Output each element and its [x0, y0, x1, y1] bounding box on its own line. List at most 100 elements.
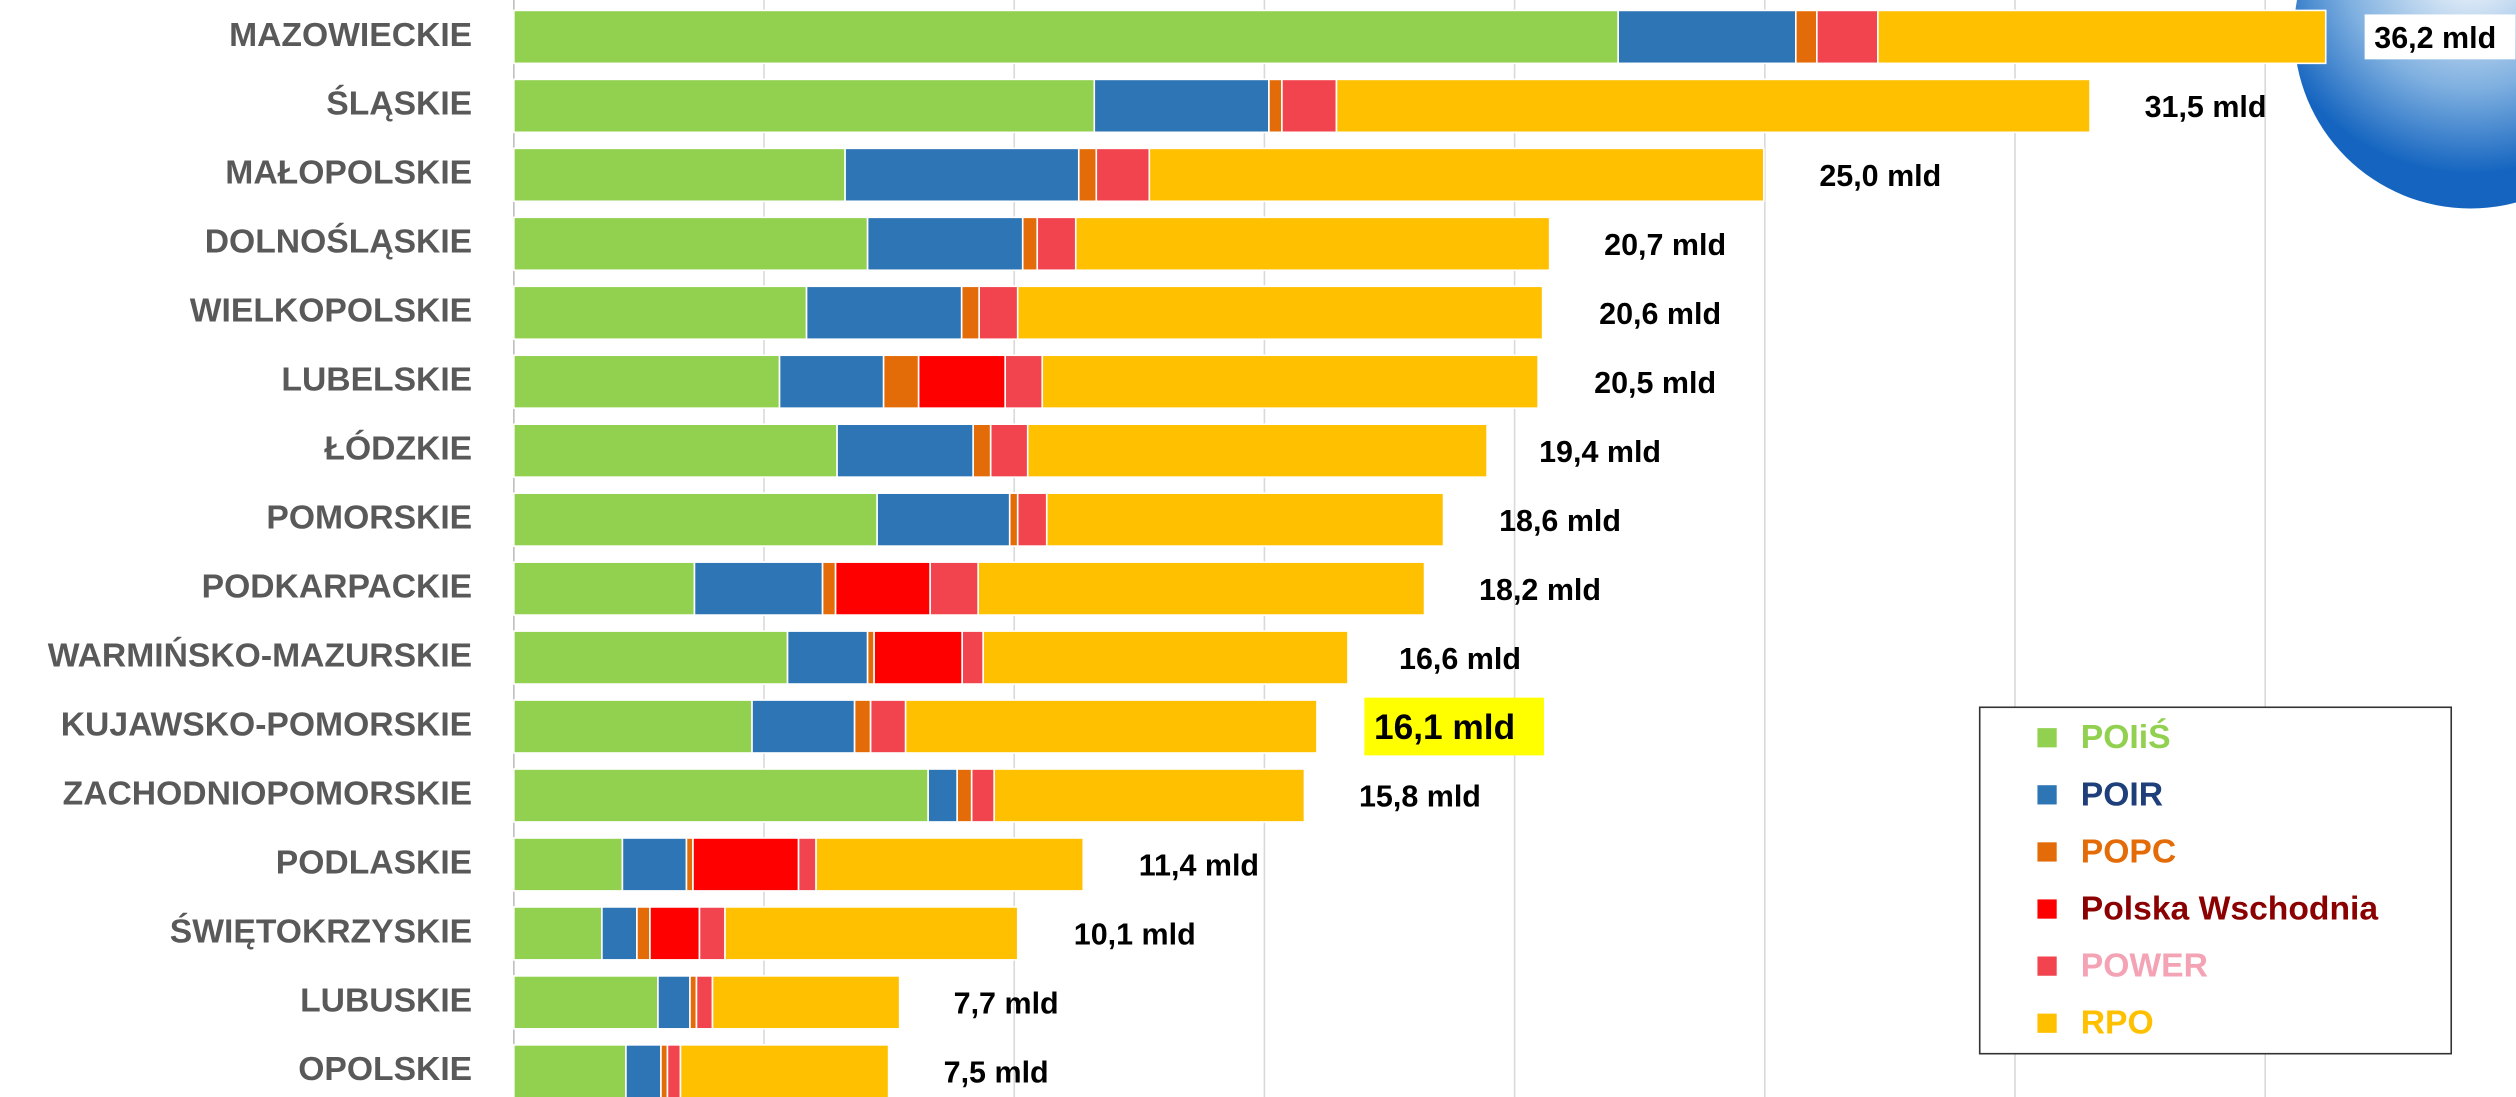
bar-segment: [513, 78, 1096, 134]
legend-label: RPO: [2081, 1005, 2154, 1042]
bar-segment: [1148, 147, 1765, 203]
legend-label: POWER: [2081, 948, 2208, 985]
bar-segment: [1074, 216, 1551, 272]
legend-label: POIR: [2081, 776, 2163, 813]
bar-segment: [1795, 9, 1818, 65]
total-label: 18,2 mld: [1479, 573, 1601, 607]
bar-segment: [513, 630, 789, 685]
bar-segment: [513, 837, 624, 892]
bar-segment: [1617, 9, 1797, 65]
legend-label: Polska Wschodnia: [2081, 891, 2379, 928]
category-label: MAŁOPOLSKIE: [225, 155, 472, 192]
total-label: 19,4 mld: [1539, 435, 1661, 469]
bar-segment: [917, 354, 1007, 409]
bar-segment: [834, 561, 931, 616]
bar-segment: [873, 630, 963, 685]
bar-segment: [989, 423, 1029, 478]
bar-segment: [1004, 354, 1044, 409]
category-label: ŚWIĘTOKRZYSKIE: [170, 912, 472, 950]
bar-segment: [621, 837, 688, 892]
legend-box: [1978, 706, 2453, 1055]
bar-segment: [636, 906, 651, 961]
legend-swatch: [2037, 785, 2057, 805]
total-label: 20,5 mld: [1594, 366, 1716, 400]
bar-segment: [821, 561, 837, 616]
bar-segment: [751, 699, 856, 754]
bar-segment: [1281, 78, 1338, 134]
legend-swatch: [2037, 842, 2057, 862]
total-label: 11,4 mld: [1139, 849, 1259, 883]
bar-segment: [695, 975, 714, 1030]
bar-segment: [869, 699, 907, 754]
total-label: 31,5 mld: [2145, 90, 2267, 124]
category-label: POMORSKIE: [266, 500, 472, 537]
bar-segment: [1016, 492, 1048, 547]
bar-segment: [1008, 492, 1019, 547]
total-label-bg: [2364, 14, 2516, 60]
category-label: ZACHODNIOPOMORSKIE: [63, 775, 473, 812]
total-label: 25,0 mld: [1819, 159, 1941, 193]
bar-segment: [513, 285, 808, 341]
bar-segment: [724, 906, 1019, 961]
bar-segment: [1816, 9, 1879, 65]
bar-segment: [601, 906, 638, 961]
bar-segment: [513, 354, 781, 409]
bar-segment: [993, 768, 1306, 823]
bar-segment: [513, 768, 929, 823]
total-label: 7,7 mld: [954, 987, 1059, 1021]
total-label: 36,2 mld: [2374, 21, 2496, 55]
bar-segment: [797, 837, 817, 892]
category-label: ŁÓDZKIE: [324, 430, 472, 468]
bar-segment: [1268, 78, 1283, 134]
category-label: LUBELSKIE: [281, 362, 472, 399]
bar-segment: [853, 699, 872, 754]
bar-segment: [970, 768, 996, 823]
total-label: 16,1 mld: [1374, 708, 1515, 747]
total-label: 18,6 mld: [1499, 504, 1621, 538]
bar-segment: [689, 975, 698, 1030]
bar-segment: [625, 1044, 662, 1097]
total-highlight: [1364, 697, 1544, 756]
bar-segment: [876, 492, 1011, 547]
category-label: LUBUSKIE: [300, 982, 472, 1019]
bar-segment: [805, 285, 963, 341]
legend-label: POPC: [2081, 833, 2176, 870]
bar-segment: [693, 561, 824, 616]
category-label: PODKARPACKIE: [202, 568, 473, 605]
bar-segment: [786, 630, 869, 685]
category-label: PODLASKIE: [276, 844, 472, 881]
bar-segment: [866, 630, 875, 685]
total-label: 20,6 mld: [1599, 297, 1721, 331]
category-label: DOLNOŚLĄSKIE: [205, 223, 472, 261]
bar-segment: [513, 975, 659, 1030]
bar-segment: [844, 147, 1080, 203]
bar-segment: [513, 561, 696, 616]
bar-segment: [513, 1044, 627, 1097]
total-label: 7,5 mld: [944, 1056, 1049, 1090]
category-label: ŚLĄSKIE: [326, 85, 472, 123]
bar-segment: [778, 354, 885, 409]
bar-segment: [685, 837, 694, 892]
legend-label: POIiŚ: [2081, 718, 2171, 756]
legend-swatch: [2037, 728, 2057, 748]
total-label: 20,7 mld: [1604, 228, 1726, 262]
bar-segment: [711, 975, 901, 1030]
bar-segment: [982, 630, 1349, 685]
bar-segment: [698, 906, 726, 961]
bar-segment: [1335, 78, 2091, 134]
bar-segment: [513, 147, 846, 203]
bar-segment: [1093, 78, 1270, 134]
bar-segment: [960, 285, 980, 341]
total-label: 10,1 mld: [1074, 918, 1196, 952]
bar-segment: [692, 837, 800, 892]
legend-swatch: [2037, 899, 2057, 919]
bar-segment: [649, 906, 701, 961]
bar-segment: [513, 906, 603, 961]
bar-segment: [956, 768, 973, 823]
category-label: KUJAWSKO-POMORSKIE: [61, 706, 472, 743]
legend-swatch: [2037, 956, 2057, 976]
bar-segment: [961, 630, 985, 685]
total-label: 16,6 mld: [1399, 642, 1521, 676]
bar-segment: [866, 216, 1024, 272]
